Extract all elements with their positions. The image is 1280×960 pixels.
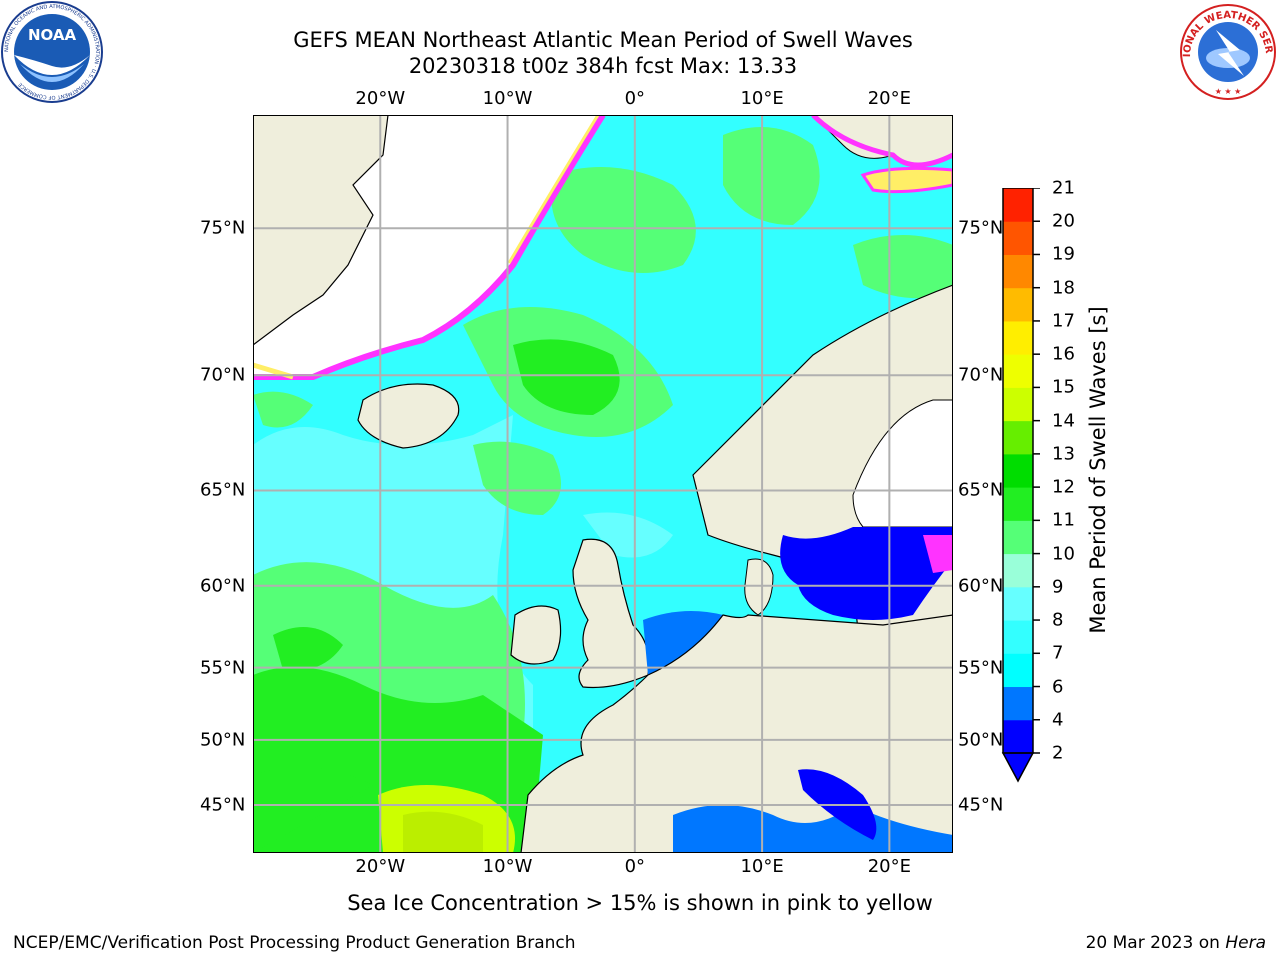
colorbar-segment: [1003, 620, 1033, 654]
colorbar-tick-label: 18: [1052, 277, 1075, 299]
lat-tick-label: 55°N: [958, 657, 1004, 679]
colorbar: [1001, 188, 1040, 783]
lat-tick-label: 60°N: [200, 575, 246, 597]
lat-tick-label: 45°N: [200, 794, 246, 816]
colorbar-segment: [1003, 420, 1033, 455]
lon-tick-label: 10°E: [740, 856, 784, 877]
colorbar-tick-label: 15: [1052, 376, 1075, 398]
colorbar-tick-label: 20: [1052, 210, 1075, 232]
colorbar-tick-label: 11: [1052, 509, 1075, 531]
baltic-sea: [780, 527, 953, 620]
colorbar-segment: [1003, 520, 1033, 555]
lat-tick-label: 75°N: [958, 217, 1004, 239]
colorbar-segment: [1003, 254, 1033, 289]
graticule: [253, 115, 953, 853]
lat-tick-label: 50°N: [200, 729, 246, 751]
colorbar-segment: [1003, 354, 1033, 388]
noaa-logo-icon: NOAA NATIONAL OCEANIC AND ATMOSPHERIC AD…: [1, 1, 103, 103]
colorbar-tick-label: 10: [1052, 543, 1075, 565]
mediterranean-sea: [673, 805, 953, 853]
iceland-land: [357, 383, 460, 449]
colorbar-segment: [1003, 453, 1033, 488]
denmark-land: [744, 558, 774, 616]
colorbar-segment: [1003, 653, 1033, 688]
greenland-land: [253, 115, 389, 346]
colorbar-segment: [1003, 287, 1033, 322]
footer-credit: NCEP/EMC/Verification Post Processing Pr…: [13, 933, 576, 953]
colorbar-tick-label: 7: [1052, 642, 1064, 664]
great-britain-land: [572, 538, 650, 689]
lon-tick-label: 20°W: [355, 856, 406, 877]
svg-text:★ ★ ★: ★ ★ ★: [1215, 87, 1242, 96]
footer-date-text: 20 Mar 2023 on: [1085, 933, 1226, 953]
map-subtitle: 20230318 t00z 384h fcst Max: 13.33: [408, 54, 798, 78]
lon-tick-label: 20°E: [867, 88, 911, 109]
colorbar-segment: [1003, 188, 1033, 222]
lon-tick-label: 10°E: [740, 88, 784, 109]
colorbar-tick-label: 13: [1052, 443, 1075, 465]
colorbar-tick-label: 17: [1052, 310, 1075, 332]
north-sea-shallow: [643, 611, 726, 675]
colorbar-tick-label: 6: [1052, 676, 1064, 698]
lat-tick-label: 70°N: [200, 364, 246, 386]
colorbar-tick-label: 16: [1052, 343, 1075, 365]
svg-text:NOAA: NOAA: [28, 26, 77, 44]
gulf-of-bothnia-ice: [852, 399, 953, 528]
swell-period-map: [253, 115, 953, 853]
lon-tick-label: 10°W: [482, 856, 533, 877]
colorbar-tick-label: 8: [1052, 609, 1064, 631]
footer-date: 20 Mar 2023 on Hera: [1086, 933, 1266, 953]
colorbar-segment: [1003, 553, 1033, 588]
colorbar-tick-label: 2: [1052, 742, 1064, 764]
colorbar-extend-arrow: [1001, 752, 1035, 783]
lat-tick-label: 55°N: [200, 657, 246, 679]
colorbar-tick-label: 14: [1052, 410, 1075, 432]
colorbar-tick-label: 19: [1052, 243, 1075, 265]
colorbar-segment: [1003, 686, 1033, 721]
lat-tick-label: 70°N: [958, 364, 1004, 386]
lon-tick-label: 0°: [624, 88, 646, 109]
swell-period-field: [253, 127, 953, 853]
lat-tick-label: 65°N: [200, 479, 246, 501]
lon-tick-label: 10°W: [482, 88, 533, 109]
lon-tick-label: 20°E: [867, 856, 911, 877]
footer-host: Hera: [1225, 933, 1266, 953]
colorbar-tick-label: 12: [1052, 476, 1075, 498]
nws-logo-icon: NATIONAL WEATHER SERVICE ★ ★ ★: [1178, 2, 1276, 100]
colorbar-tick-label: 21: [1052, 177, 1075, 199]
colorbar-frame: [1002, 188, 1034, 754]
lat-tick-label: 50°N: [958, 729, 1004, 751]
colorbar-tick-label: 9: [1052, 576, 1064, 598]
colorbar-segment: [1003, 719, 1033, 754]
ireland-land: [510, 605, 562, 665]
lat-tick-label: 65°N: [958, 479, 1004, 501]
lon-tick-label: 20°W: [355, 88, 406, 109]
colorbar-segment: [1003, 387, 1033, 422]
colorbar-segment: [1003, 586, 1033, 621]
sea-ice-note: Sea Ice Concentration > 15% is shown in …: [347, 891, 933, 915]
colorbar-tick-label: 4: [1052, 709, 1064, 731]
lat-tick-label: 45°N: [958, 794, 1004, 816]
colorbar-segment: [1003, 487, 1033, 521]
sea-ice-edge-pink: [253, 115, 606, 380]
colorbar-label: Mean Period of Swell Waves [s]: [1086, 306, 1110, 634]
lon-tick-label: 0°: [624, 856, 646, 877]
lat-tick-label: 60°N: [958, 575, 1004, 597]
lat-tick-label: 75°N: [200, 217, 246, 239]
colorbar-segment: [1003, 221, 1033, 255]
colorbar-segment: [1003, 320, 1033, 355]
map-title: GEFS MEAN Northeast Atlantic Mean Period…: [293, 28, 913, 52]
